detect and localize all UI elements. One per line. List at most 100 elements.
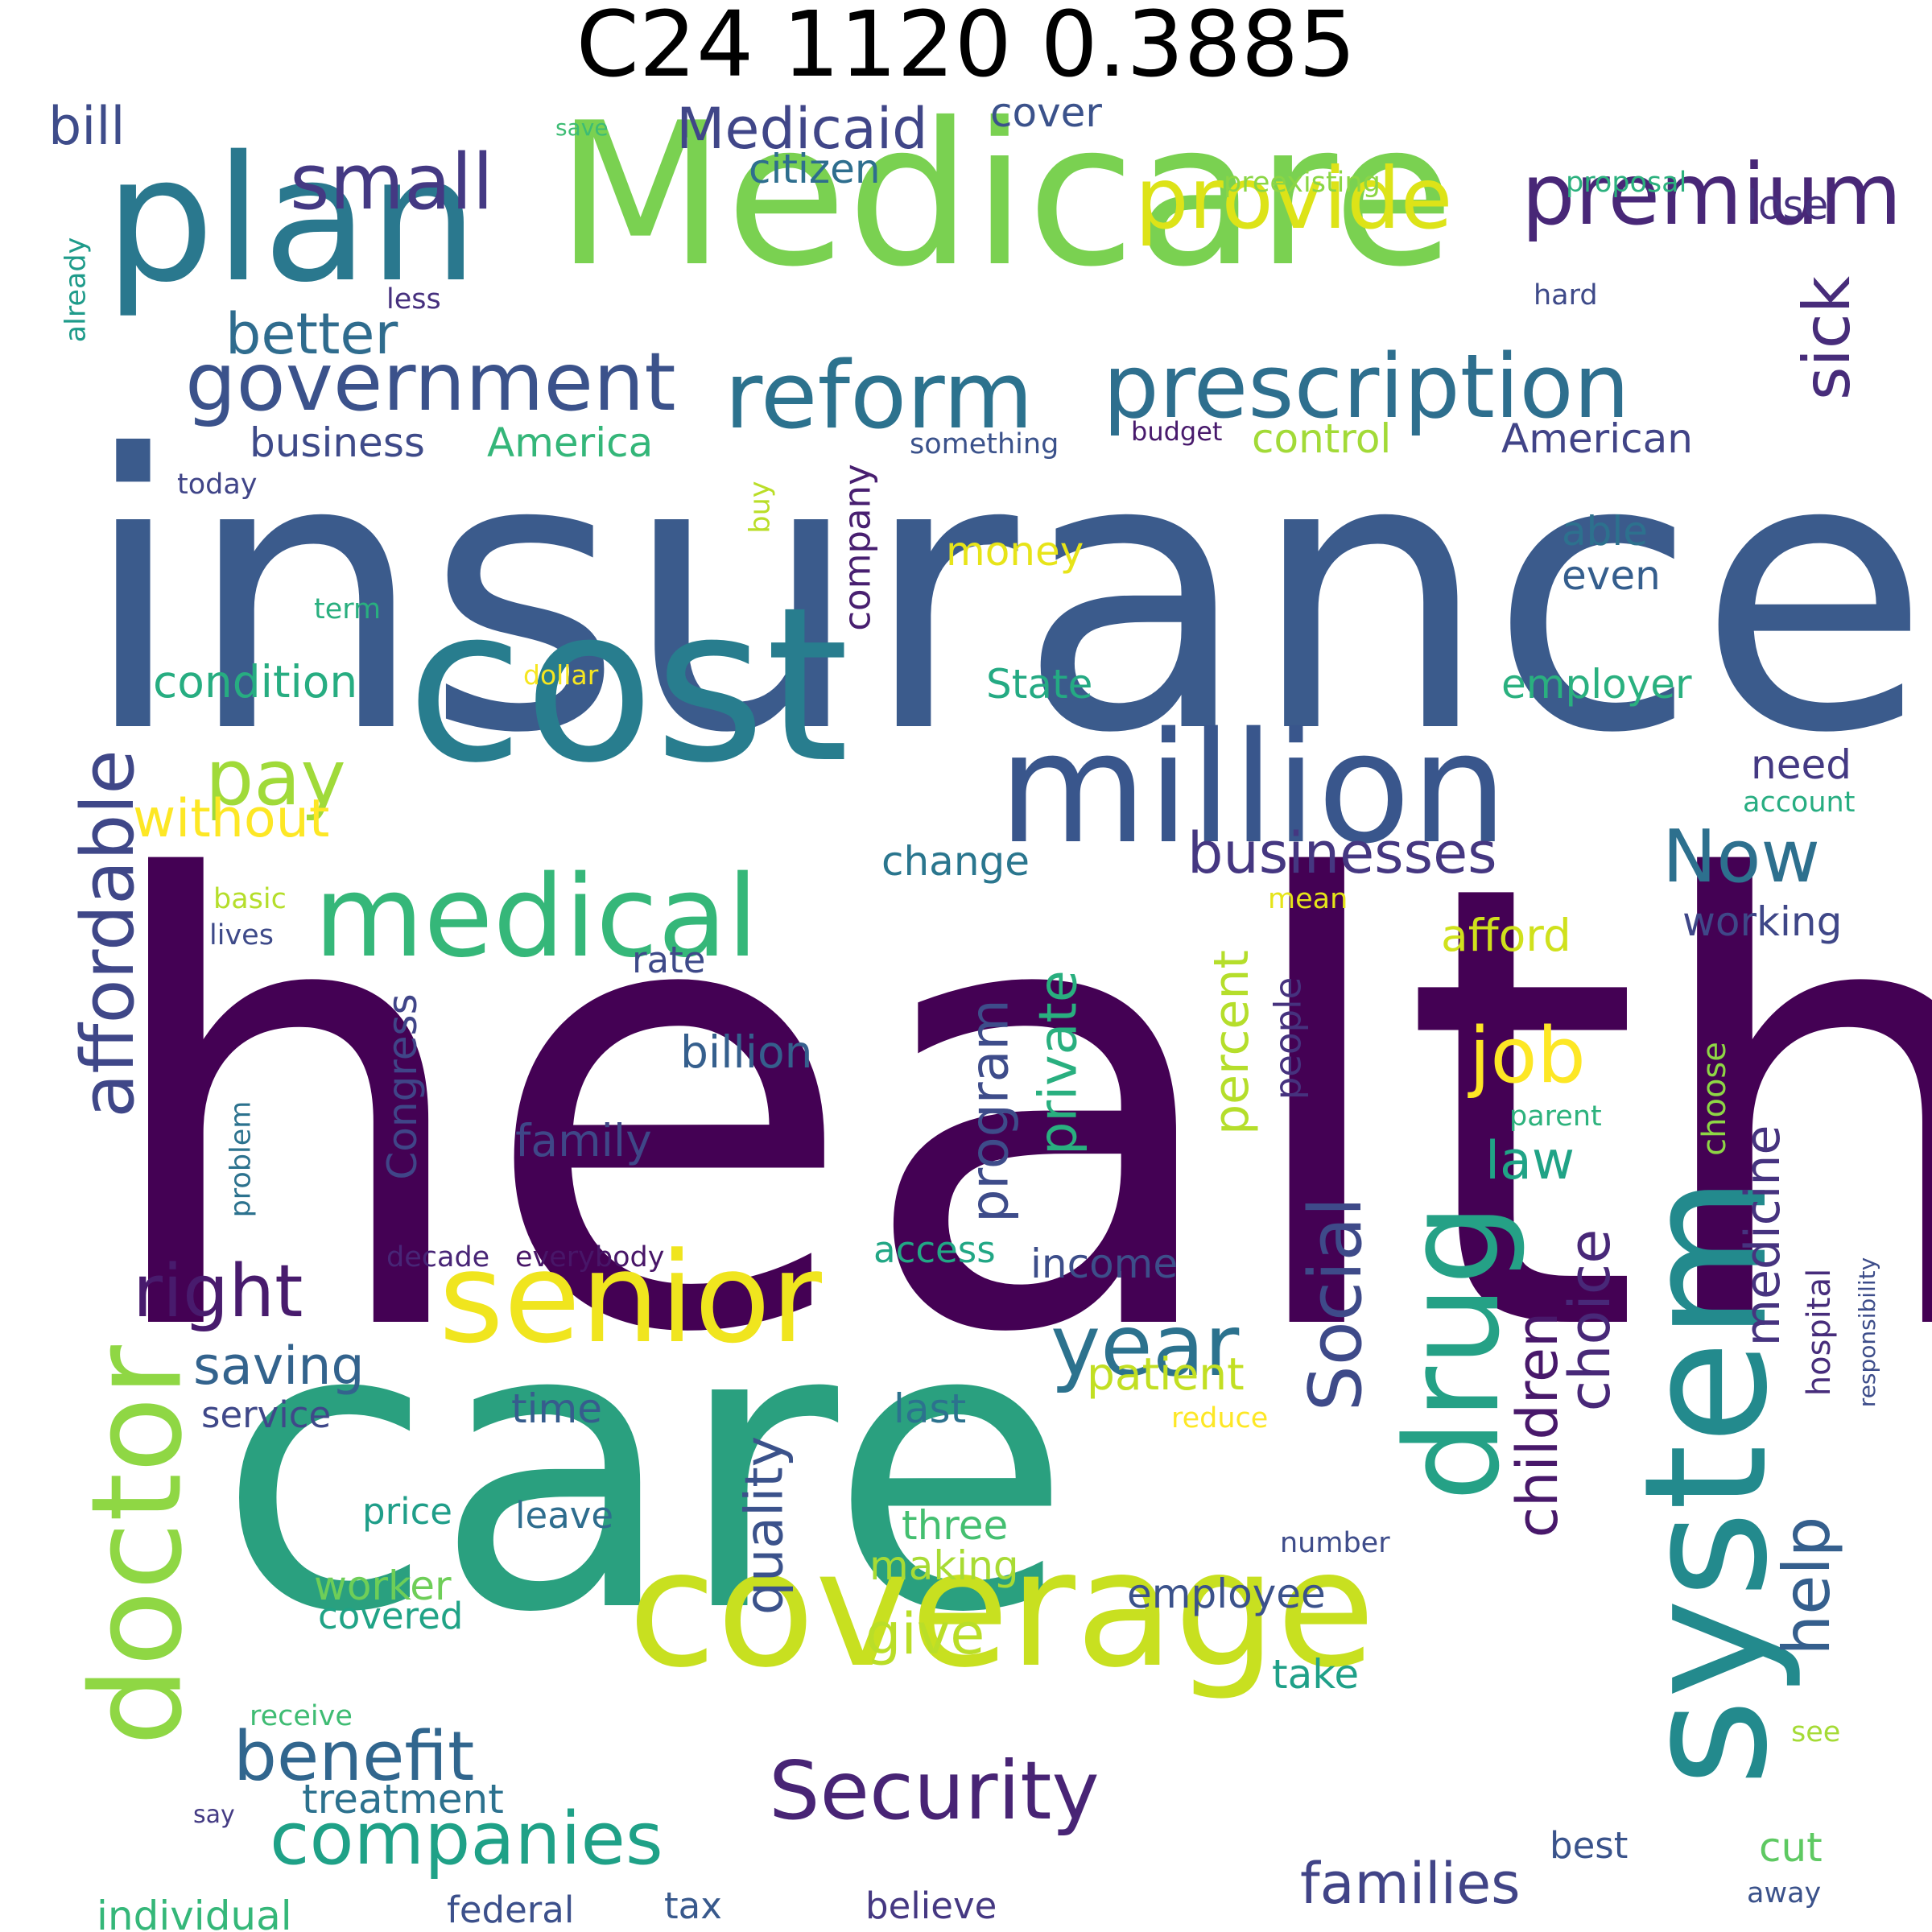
word-basic: basic <box>213 883 287 915</box>
word-government: government <box>185 335 676 429</box>
word-people: people <box>1266 976 1310 1100</box>
word-responsibility: responsibility <box>1854 1257 1880 1408</box>
word-million: million <box>998 700 1508 877</box>
word-already: already <box>60 237 93 343</box>
word-companies: companies <box>270 1797 663 1881</box>
word-plan: plan <box>105 118 479 320</box>
word-service: service <box>201 1393 332 1436</box>
chart-title: C24 1120 0.3885 <box>576 0 1356 97</box>
word-quality: quality <box>734 1435 795 1616</box>
word-rate: rate <box>632 939 706 981</box>
word-family: family <box>515 1115 652 1166</box>
word-sick: sick <box>1790 275 1864 401</box>
word-job: job <box>1469 1012 1586 1100</box>
word-dollar: dollar <box>523 659 599 691</box>
word-working: working <box>1682 898 1843 945</box>
word-believe: believe <box>865 1885 997 1927</box>
word-saving: saving <box>193 1336 365 1397</box>
word-billion: billion <box>680 1026 813 1078</box>
word-save: save <box>555 114 609 141</box>
word-best: best <box>1550 1824 1629 1867</box>
word-parent: parent <box>1509 1100 1602 1133</box>
word-three: three <box>902 1502 1009 1549</box>
word-private: private <box>1028 970 1089 1155</box>
word-bill: bill <box>48 97 126 157</box>
word-tax: tax <box>664 1885 722 1927</box>
word-account: account <box>1743 786 1856 819</box>
word-cover: cover <box>990 89 1102 136</box>
word-drug: drug <box>1377 1203 1528 1502</box>
word-say: say <box>193 1801 235 1829</box>
word-businesses: businesses <box>1187 820 1497 886</box>
word-premium: premium <box>1521 146 1902 244</box>
word-price: price <box>362 1490 452 1533</box>
word-benefit: benefit <box>233 1717 475 1797</box>
word-leave: leave <box>515 1494 614 1537</box>
word-hospital: hospital <box>1801 1268 1838 1397</box>
word-senior: senior <box>439 1225 822 1371</box>
word-term: term <box>314 593 382 625</box>
word-choose: choose <box>1696 1042 1733 1156</box>
word-without: without <box>133 789 330 849</box>
word-patient: patient <box>1087 1348 1245 1400</box>
word-problem: problem <box>225 1100 258 1218</box>
word-citizen: citizen <box>749 146 881 192</box>
word-better: better <box>225 301 398 367</box>
word-away: away <box>1747 1877 1822 1909</box>
word-company: company <box>836 464 879 631</box>
word-something: something <box>910 428 1059 460</box>
word-cost: cost <box>407 562 849 810</box>
word-small: small <box>290 138 494 227</box>
word-now: Now <box>1662 815 1820 899</box>
word-american: American <box>1501 415 1693 462</box>
word-medical: medical <box>314 852 758 983</box>
word-employer: employer <box>1501 661 1692 708</box>
word-less: less <box>386 283 441 316</box>
word-doctor: doctor <box>64 1345 210 1746</box>
word-families: families <box>1300 1851 1521 1917</box>
word-federal: federal <box>447 1889 575 1931</box>
word-budget: budget <box>1131 416 1223 447</box>
word-number: number <box>1280 1527 1390 1559</box>
word-business: business <box>250 419 425 466</box>
word-covered: covered <box>318 1595 464 1637</box>
word-give: give <box>865 1601 985 1667</box>
word-buy: buy <box>744 481 777 534</box>
word-mean: mean <box>1268 883 1348 915</box>
word-change: change <box>881 838 1030 885</box>
word-employee: employee <box>1127 1571 1326 1617</box>
word-insurance: insurance <box>80 375 1930 815</box>
word-social: Social <box>1294 1196 1378 1412</box>
word-receive: receive <box>250 1700 353 1732</box>
word-security: Security <box>769 1744 1100 1838</box>
word-lives: lives <box>209 919 274 952</box>
word-help: help <box>1769 1516 1844 1656</box>
word-control: control <box>1252 415 1392 462</box>
word-reduce: reduce <box>1171 1402 1269 1435</box>
word-reform: reform <box>724 342 1034 450</box>
word-take: take <box>1272 1651 1360 1698</box>
word-see: see <box>1791 1716 1841 1748</box>
word-last: last <box>894 1385 967 1432</box>
word-worker: worker <box>314 1563 452 1609</box>
word-individual: individual <box>97 1893 292 1932</box>
word-income: income <box>1030 1241 1179 1287</box>
word-state: State <box>986 661 1093 708</box>
word-prescription: prescription <box>1103 335 1630 438</box>
word-cut: cut <box>1759 1824 1823 1871</box>
word-access: access <box>873 1228 996 1271</box>
word-america: America <box>487 419 654 466</box>
word-preexisting: preexisting <box>1224 167 1381 199</box>
word-making: making <box>869 1542 1019 1589</box>
word-provide: provide <box>1135 150 1453 248</box>
word-hard: hard <box>1534 279 1598 312</box>
word-medicare: Medicare <box>555 80 1455 310</box>
word-choice: choice <box>1557 1228 1623 1412</box>
word-need: need <box>1751 741 1852 788</box>
word-pay: pay <box>205 734 346 823</box>
word-program: program <box>960 999 1021 1223</box>
word-lose: lose <box>1747 182 1829 229</box>
word-law: law <box>1485 1131 1575 1191</box>
word-year: year <box>1051 1297 1240 1395</box>
